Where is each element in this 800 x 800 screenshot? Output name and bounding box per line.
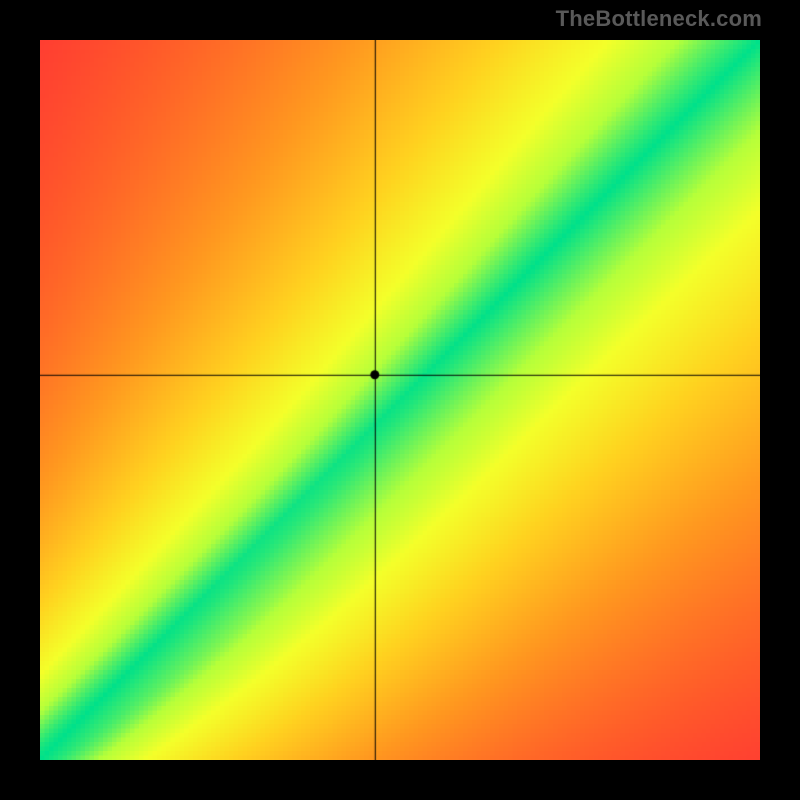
- watermark-label: TheBottleneck.com: [556, 6, 762, 32]
- chart-root: { "source_watermark": { "text": "TheBott…: [0, 0, 800, 800]
- bottleneck-heatmap: [40, 40, 760, 760]
